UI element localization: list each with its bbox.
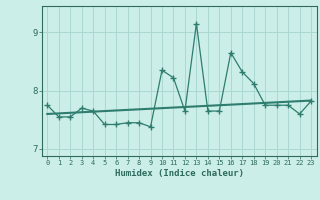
X-axis label: Humidex (Indice chaleur): Humidex (Indice chaleur) [115, 169, 244, 178]
